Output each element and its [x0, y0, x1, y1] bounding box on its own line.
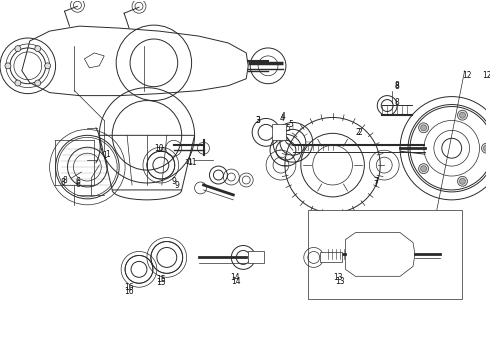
Circle shape	[420, 166, 427, 172]
Bar	[248, 252, 264, 264]
Polygon shape	[84, 53, 104, 68]
Circle shape	[418, 164, 429, 174]
Text: 10: 10	[154, 144, 164, 153]
Text: 4: 4	[280, 112, 285, 121]
Text: 1: 1	[105, 150, 110, 159]
Text: 11: 11	[187, 158, 196, 167]
Circle shape	[15, 46, 21, 51]
Bar	[319, 252, 342, 262]
Text: 7: 7	[373, 180, 378, 189]
Text: 16: 16	[124, 287, 134, 296]
Text: 12: 12	[462, 71, 471, 80]
Text: 14: 14	[231, 277, 241, 286]
Text: 9: 9	[172, 177, 176, 186]
Text: 2: 2	[355, 128, 360, 137]
Text: 5: 5	[289, 120, 294, 129]
Text: 6: 6	[75, 180, 80, 189]
Text: 11: 11	[184, 159, 193, 165]
Text: 12: 12	[482, 71, 490, 80]
Polygon shape	[345, 233, 415, 276]
Circle shape	[484, 145, 490, 151]
Bar	[308, 210, 462, 299]
Text: 1: 1	[102, 151, 107, 160]
Text: 16: 16	[124, 283, 134, 292]
Circle shape	[460, 112, 465, 118]
Text: 8: 8	[395, 82, 399, 91]
Text: 13: 13	[333, 273, 343, 282]
Text: 9: 9	[174, 181, 179, 190]
Text: 2: 2	[357, 128, 362, 137]
Circle shape	[458, 176, 467, 186]
Circle shape	[420, 125, 427, 131]
Text: 7: 7	[373, 177, 378, 186]
Circle shape	[35, 46, 41, 51]
Circle shape	[5, 63, 11, 69]
Circle shape	[15, 80, 21, 86]
Text: 10: 10	[156, 147, 165, 153]
Polygon shape	[22, 26, 248, 96]
Text: 14: 14	[230, 273, 240, 282]
Bar	[272, 125, 286, 140]
Text: 8: 8	[395, 81, 399, 90]
Text: 6: 6	[75, 177, 80, 186]
Text: 4: 4	[279, 114, 284, 123]
Text: 15: 15	[156, 275, 166, 284]
Circle shape	[45, 63, 50, 69]
Text: 3: 3	[256, 116, 261, 125]
Text: 8: 8	[62, 176, 67, 185]
Circle shape	[35, 80, 41, 86]
Circle shape	[418, 123, 429, 133]
Polygon shape	[99, 135, 195, 190]
Circle shape	[460, 178, 465, 184]
Text: 8: 8	[395, 98, 399, 107]
Text: 3: 3	[256, 116, 261, 125]
Text: 15: 15	[156, 278, 166, 287]
Text: 13: 13	[335, 277, 344, 286]
Circle shape	[482, 143, 490, 153]
Circle shape	[458, 110, 467, 120]
Text: 5: 5	[286, 124, 291, 133]
Text: 8: 8	[60, 179, 65, 188]
